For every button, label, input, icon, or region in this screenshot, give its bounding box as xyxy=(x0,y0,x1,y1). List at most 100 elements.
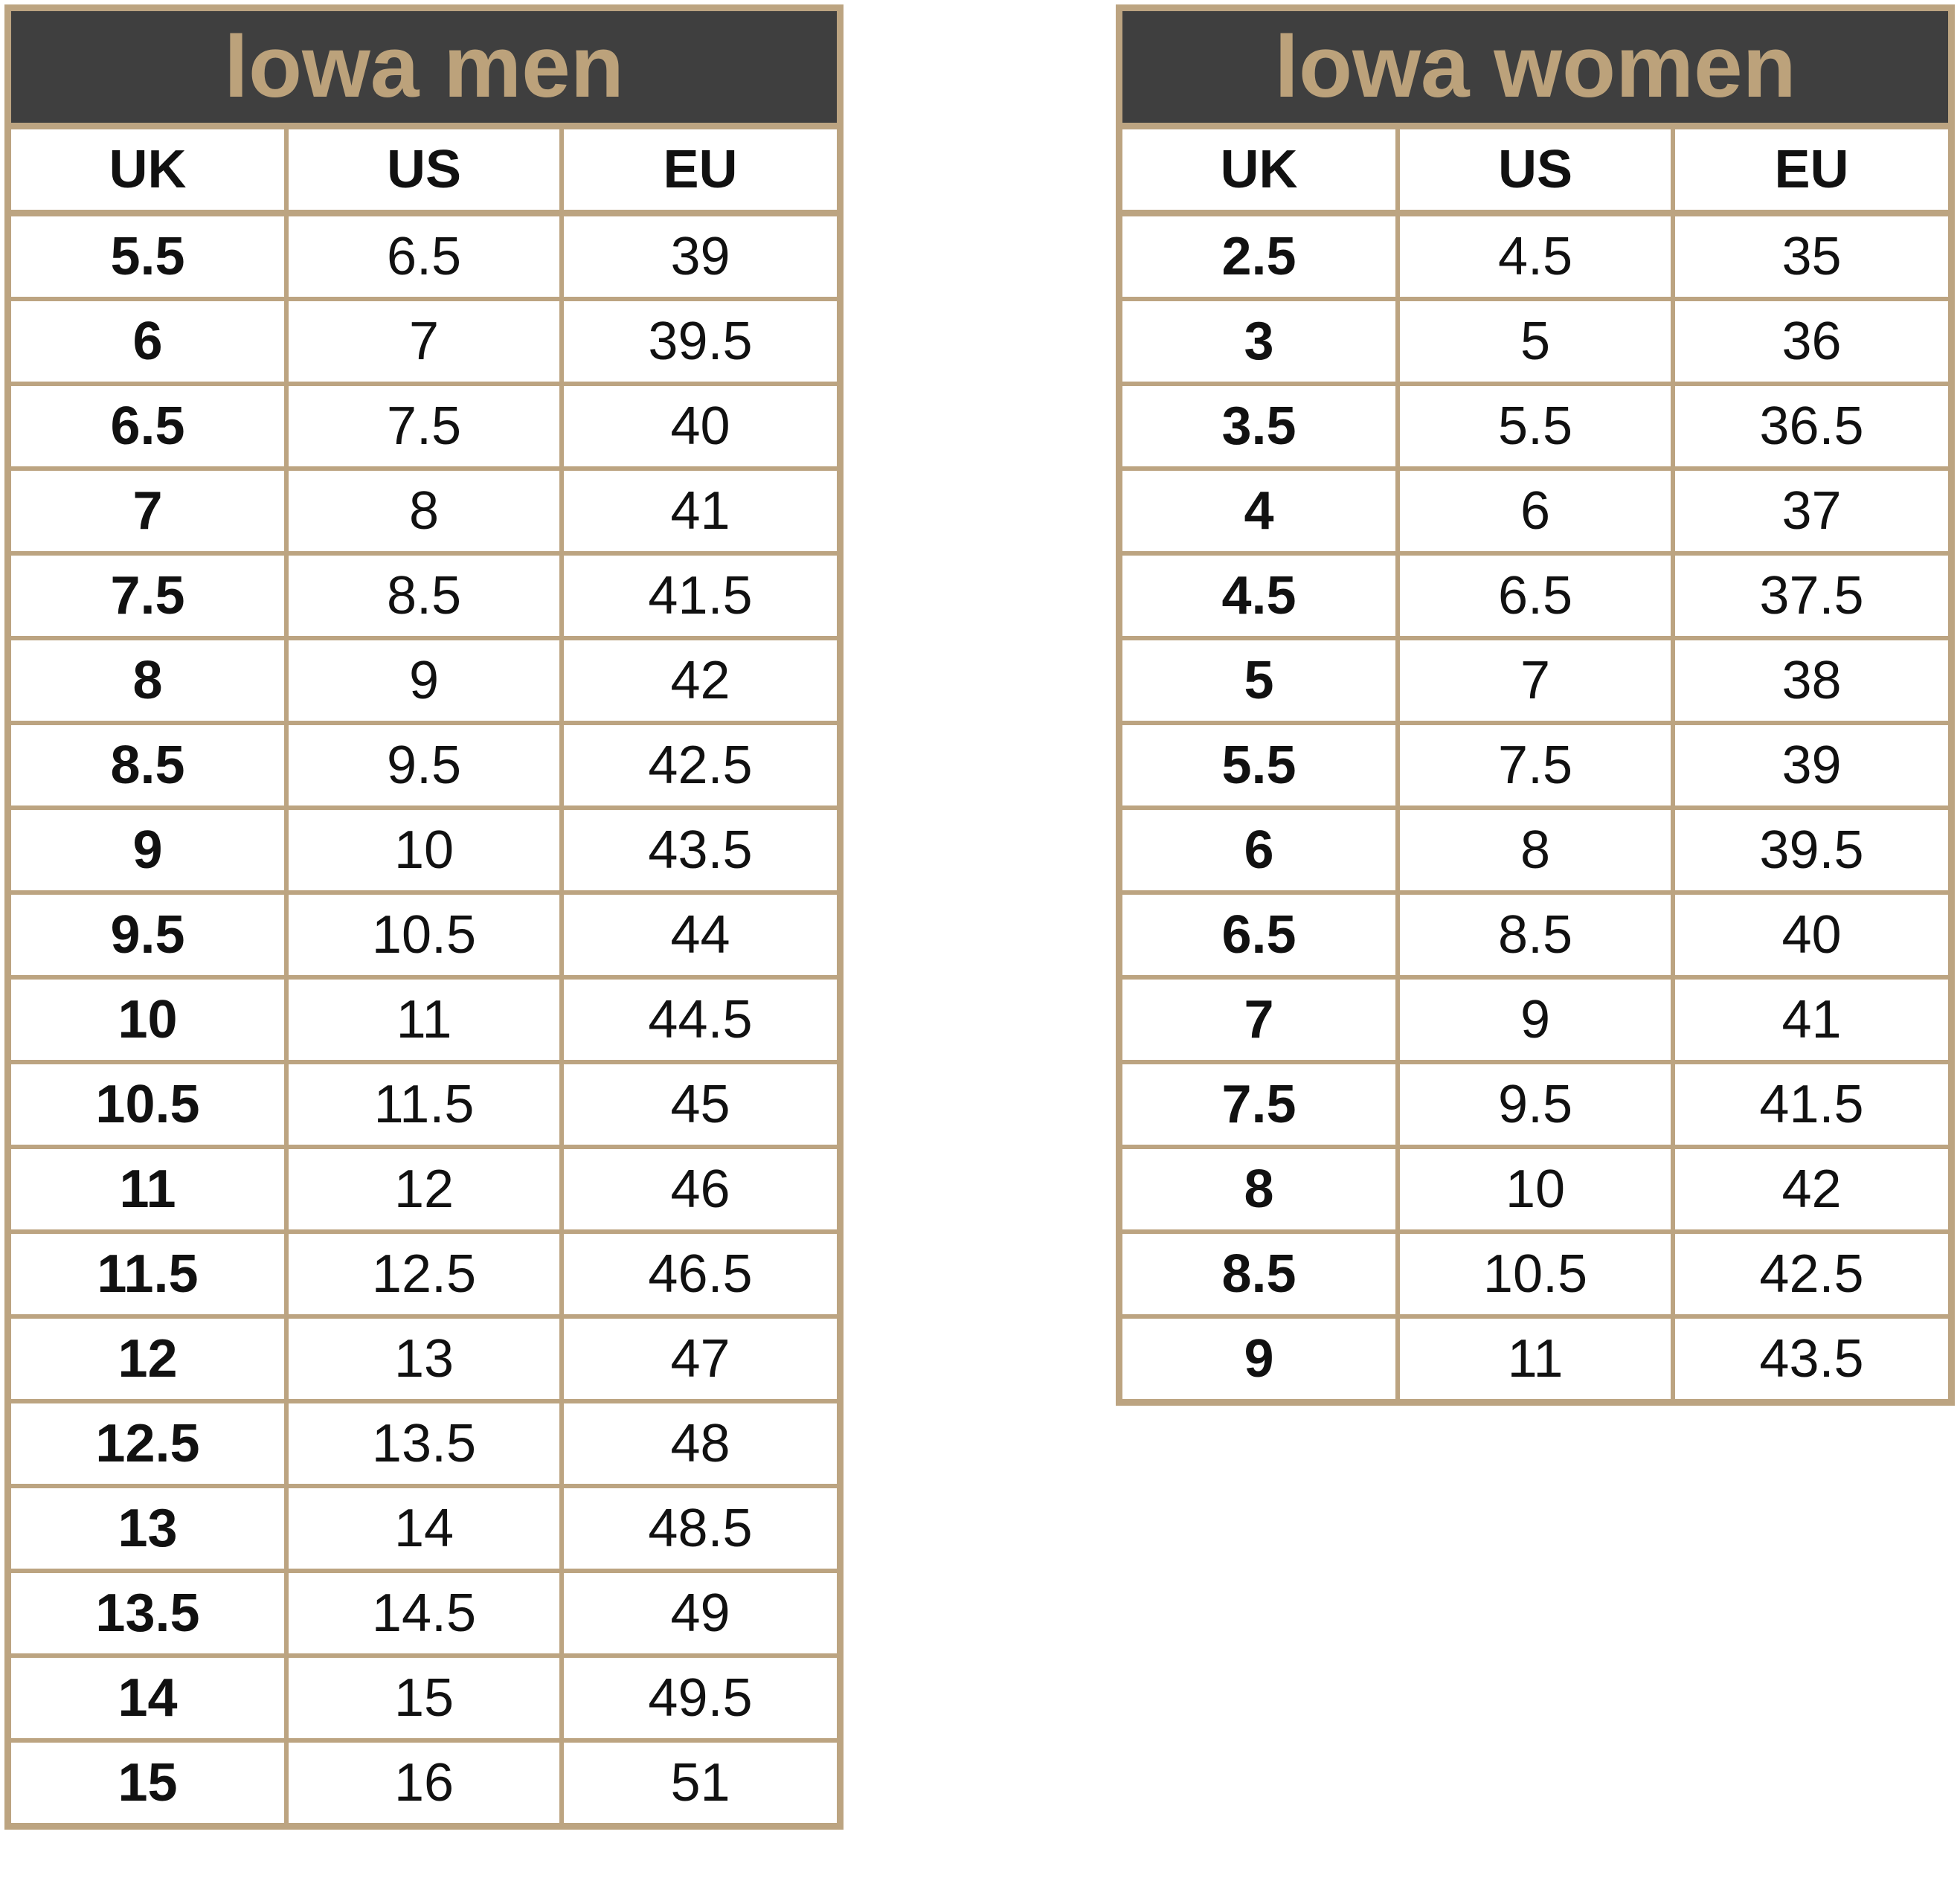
row: 8 10 42 xyxy=(1122,1145,1948,1234)
cell: 43.5 xyxy=(1671,1314,1948,1399)
row: 5.5 6.5 39 xyxy=(11,210,837,301)
cell: 9 xyxy=(11,805,289,895)
size-table: lowa men UK US EU 5.5 6.5 39 6 7 39.5 6.5 7.5 40 7 8 41… xyxy=(4,4,844,1830)
cell: 12 xyxy=(284,1145,564,1234)
cell: 14 xyxy=(284,1484,564,1573)
row: 12 13 47 xyxy=(11,1314,837,1403)
cell: 13.5 xyxy=(284,1399,564,1488)
cell: 41.5 xyxy=(559,551,837,640)
cell: 51 xyxy=(559,1738,837,1823)
header-row: UK US EU xyxy=(11,123,837,216)
cell: 3 xyxy=(1122,297,1400,386)
row: 5.5 7.5 39 xyxy=(1122,721,1948,810)
column-header: UK xyxy=(11,123,289,216)
cell: 42 xyxy=(559,636,837,725)
cell: 5.5 xyxy=(11,210,289,301)
cell: 11 xyxy=(11,1145,289,1234)
cell: 39 xyxy=(1671,721,1948,810)
cell: 9 xyxy=(284,636,564,725)
cell: 10 xyxy=(11,975,289,1064)
cell: 9.5 xyxy=(11,890,289,980)
cell: 40 xyxy=(559,382,837,471)
row: 9 10 43.5 xyxy=(11,805,837,895)
cell: 6.5 xyxy=(1395,551,1675,640)
row: 8.5 9.5 42.5 xyxy=(11,721,837,810)
row: 6 8 39.5 xyxy=(1122,805,1948,895)
cell: 42.5 xyxy=(1671,1229,1948,1319)
row: 4 6 37 xyxy=(1122,466,1948,556)
cell: 46.5 xyxy=(559,1229,837,1319)
cell: 10.5 xyxy=(284,890,564,980)
cell: 44 xyxy=(559,890,837,980)
cell: 12.5 xyxy=(284,1229,564,1319)
cell: 8.5 xyxy=(1395,890,1675,980)
cell: 7 xyxy=(11,466,289,556)
cell: 45 xyxy=(559,1060,837,1149)
cell: 12 xyxy=(11,1314,289,1403)
cell: 36 xyxy=(1671,297,1948,386)
cell: 43.5 xyxy=(559,805,837,895)
cell: 8 xyxy=(1395,805,1675,895)
table: UK US EU 2.5 4.5 35 3 5 36 3.5 5.5 36.5 4 6 37 4.5 6.5 37… xyxy=(1122,123,1948,1399)
cell: 10 xyxy=(284,805,564,895)
cell: 12.5 xyxy=(11,1399,289,1488)
cell: 13 xyxy=(11,1484,289,1573)
row: 9.5 10.5 44 xyxy=(11,890,837,980)
cell: 39 xyxy=(559,210,837,301)
row: 4.5 6.5 37.5 xyxy=(1122,551,1948,640)
cell: 8.5 xyxy=(284,551,564,640)
cell: 41.5 xyxy=(1671,1060,1948,1149)
column-header: US xyxy=(284,123,564,216)
cell: 11 xyxy=(284,975,564,1064)
row: 8.5 10.5 42.5 xyxy=(1122,1229,1948,1319)
row: 10 11 44.5 xyxy=(11,975,837,1064)
cell: 47 xyxy=(559,1314,837,1403)
cell: 9 xyxy=(1122,1314,1400,1399)
cell: 6.5 xyxy=(284,210,564,301)
cell: 2.5 xyxy=(1122,210,1400,301)
row: 11.5 12.5 46.5 xyxy=(11,1229,837,1319)
cell: 35 xyxy=(1671,210,1948,301)
cell: 39.5 xyxy=(559,297,837,386)
cell: 49.5 xyxy=(559,1653,837,1743)
cell: 5 xyxy=(1395,297,1675,386)
cell: 7.5 xyxy=(11,551,289,640)
cell: 41 xyxy=(1671,975,1948,1064)
row: 2.5 4.5 35 xyxy=(1122,210,1948,301)
row: 9 11 43.5 xyxy=(1122,1314,1948,1399)
cell: 6.5 xyxy=(11,382,289,471)
cell: 46 xyxy=(559,1145,837,1234)
row: 6.5 8.5 40 xyxy=(1122,890,1948,980)
row: 3 5 36 xyxy=(1122,297,1948,386)
row: 12.5 13.5 48 xyxy=(11,1399,837,1488)
row: 10.5 11.5 45 xyxy=(11,1060,837,1149)
cell: 37 xyxy=(1671,466,1948,556)
cell: 8 xyxy=(11,636,289,725)
cell: 9.5 xyxy=(1395,1060,1675,1149)
row: 14 15 49.5 xyxy=(11,1653,837,1743)
row: 15 16 51 xyxy=(11,1738,837,1823)
row: 3.5 5.5 36.5 xyxy=(1122,382,1948,471)
cell: 14 xyxy=(11,1653,289,1743)
cell: 11.5 xyxy=(11,1229,289,1319)
row: 8 9 42 xyxy=(11,636,837,725)
table-title: lowa women xyxy=(1122,11,1948,123)
size-table: lowa women UK US EU 2.5 4.5 35 3 5 36 3.5 5.5 36.5 4 6… xyxy=(1116,4,1955,1406)
cell: 11.5 xyxy=(284,1060,564,1149)
cell: 7 xyxy=(284,297,564,386)
cell: 9.5 xyxy=(284,721,564,810)
row: 13 14 48.5 xyxy=(11,1484,837,1573)
cell: 49 xyxy=(559,1569,837,1658)
row: 5 7 38 xyxy=(1122,636,1948,725)
table: UK US EU 5.5 6.5 39 6 7 39.5 6.5 7.5 40 7 8 41 7.5 8.5 41… xyxy=(11,123,837,1823)
column-header: EU xyxy=(1671,123,1948,216)
cell: 42.5 xyxy=(559,721,837,810)
column-header: EU xyxy=(559,123,837,216)
cell: 40 xyxy=(1671,890,1948,980)
cell: 6.5 xyxy=(1122,890,1400,980)
table-title: lowa men xyxy=(11,11,837,123)
cell: 15 xyxy=(11,1738,289,1823)
cell: 48.5 xyxy=(559,1484,837,1573)
cell: 38 xyxy=(1671,636,1948,725)
cell: 8.5 xyxy=(11,721,289,810)
